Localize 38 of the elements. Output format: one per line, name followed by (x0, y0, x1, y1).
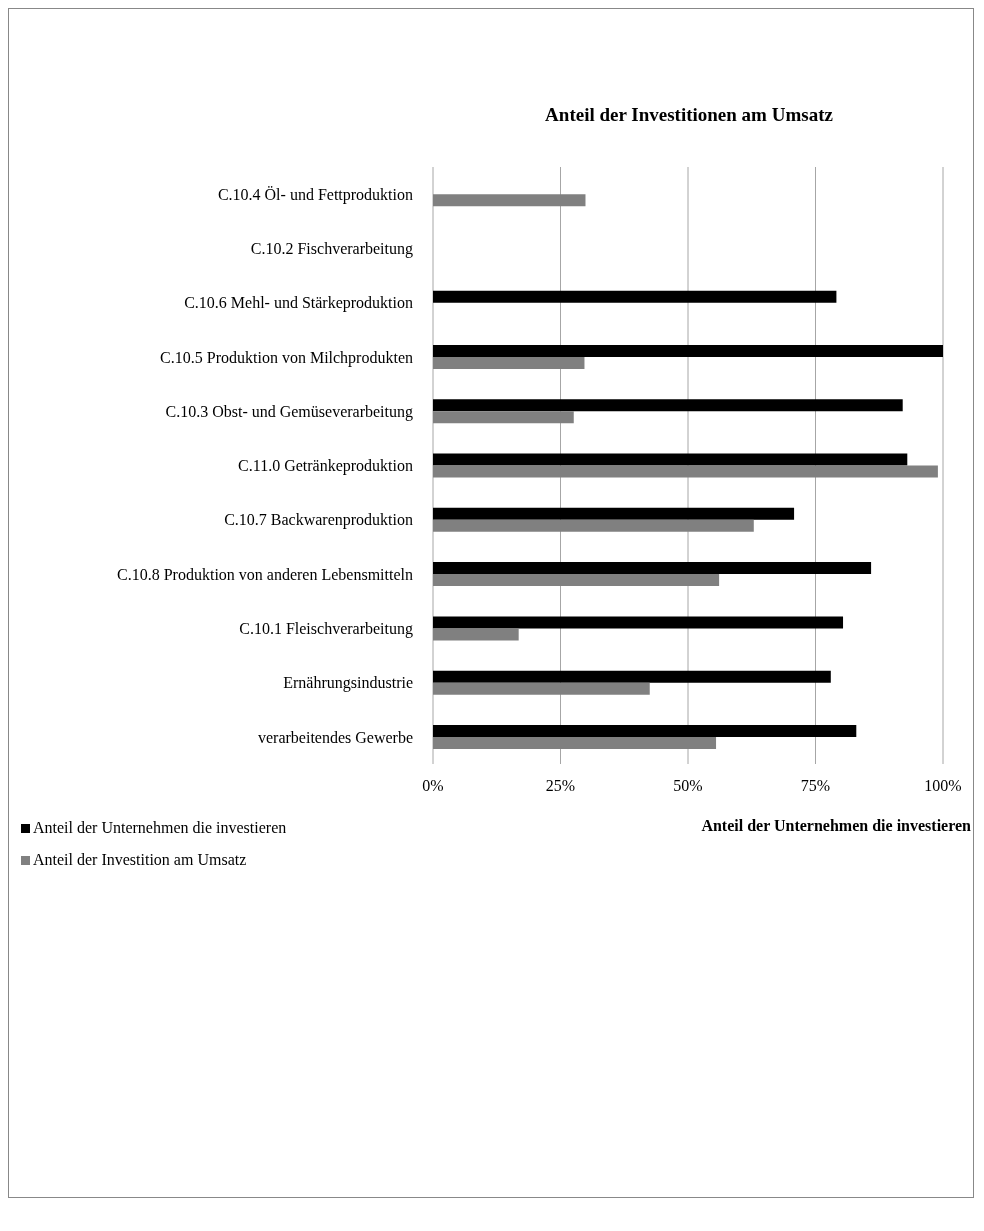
legend-label: Anteil der Unternehmen die investieren (33, 819, 287, 837)
x-tick-label: 75% (800, 777, 831, 795)
bar (433, 411, 574, 424)
x-tick-label: 0% (422, 777, 444, 795)
bar (433, 670, 831, 683)
bar (433, 453, 908, 466)
y-tick-label: C.10.8 Produktion von anderen Lebensmitteln (117, 565, 413, 583)
y-tick-label: C.10.2 Fischverarbeitung (250, 240, 413, 259)
y-tick-label: verarbeitendes Gewerbe (257, 728, 413, 746)
bar (433, 682, 650, 695)
bar (433, 574, 720, 587)
chart-title: Anteil der Investitionen am Umsatz (544, 104, 834, 126)
y-tick-label: C.10.5 Produktion von Milchprodukten (160, 348, 413, 367)
y-tick-label: C.10.4 Öl- und Fettproduktion (217, 185, 413, 204)
legend-label: Anteil der Investition am Umsatz (33, 851, 247, 869)
y-tick-label: C.10.1 Fleischverarbeitung (239, 620, 413, 638)
bar (433, 465, 938, 478)
bar (433, 357, 585, 370)
bar (433, 736, 717, 749)
bar (433, 519, 754, 532)
y-tick-label: C.10.6 Mehl- und Stärkeproduktion (184, 294, 413, 313)
bar (433, 616, 844, 629)
x-tick-label: 100% (924, 777, 962, 795)
bar (433, 345, 943, 358)
y-tick-label: C.10.3 Obst- und Gemüseverarbeitung (165, 402, 413, 421)
bar (433, 290, 837, 303)
bar (433, 562, 872, 575)
y-tick-label: Ernährungsindustrie (283, 674, 413, 693)
bar (433, 194, 586, 207)
bar (433, 628, 519, 641)
bar (433, 399, 903, 412)
bar (433, 507, 795, 520)
bar (433, 724, 857, 737)
y-tick-label: C.10.7 Backwarenproduktion (224, 511, 413, 530)
x-axis-title: Anteil der Unternehmen die investieren (701, 817, 971, 835)
x-tick-label: 50% (673, 777, 703, 795)
y-tick-label: C.11.0 Getränkeproduktion (238, 457, 413, 476)
x-tick-label: 25% (545, 777, 576, 795)
